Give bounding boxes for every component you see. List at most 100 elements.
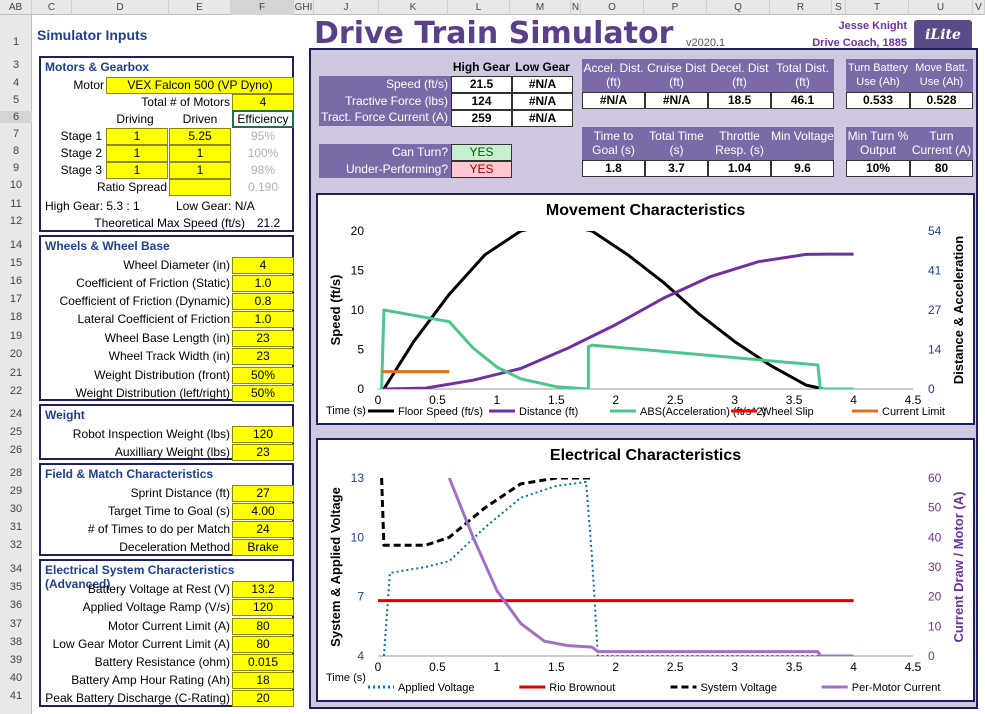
under-performing-value[interactable]: YES (451, 161, 512, 178)
total-dist-value[interactable]: 46.1 (771, 92, 834, 109)
row-12[interactable]: 12 (9, 215, 23, 227)
col-m[interactable]: M (510, 0, 571, 15)
speed-high[interactable]: 21.5 (451, 76, 512, 93)
accel-dist-value[interactable]: #N/A (582, 92, 645, 109)
wheelbase-length-input[interactable]: 23 (232, 330, 294, 347)
efficiency-header[interactable]: Efficiency (232, 110, 294, 128)
col-ab[interactable]: AB (0, 0, 32, 15)
row-20[interactable]: 20 (9, 348, 23, 360)
turn-current-value[interactable]: 80 (910, 160, 973, 177)
force-low[interactable]: #N/A (512, 93, 573, 110)
amp-hour-input[interactable]: 18 (232, 672, 294, 689)
col-e[interactable]: E (169, 0, 231, 15)
col-d[interactable]: D (72, 0, 169, 15)
aux-weight-input[interactable]: 23 (232, 444, 294, 461)
wheel-diameter-input[interactable]: 4 (232, 257, 294, 274)
col-p[interactable]: P (644, 0, 707, 15)
stage-1-efficiency[interactable]: 95% (250, 129, 276, 143)
row-8[interactable]: 8 (12, 145, 20, 157)
stage-2-efficiency[interactable]: 100% (247, 146, 279, 160)
row-29[interactable]: 29 (9, 485, 23, 497)
force-high[interactable]: 124 (451, 93, 512, 110)
stage-1-driving[interactable]: 1 (106, 128, 168, 145)
row-10[interactable]: 10 (9, 179, 23, 191)
row-32[interactable]: 32 (9, 539, 23, 551)
row-4[interactable]: 4 (12, 77, 20, 89)
row-17[interactable]: 17 (9, 293, 23, 305)
row-39[interactable]: 39 (9, 654, 23, 666)
row-15[interactable]: 15 (9, 257, 23, 269)
row-11[interactable]: 11 (10, 198, 22, 210)
lateral-cof-input[interactable]: 1.0 (232, 311, 294, 328)
stage-1-driven[interactable]: 5.25 (169, 128, 231, 145)
voltage-ramp-input[interactable]: 120 (232, 599, 294, 616)
col-o[interactable]: O (581, 0, 644, 15)
row-21[interactable]: 21 (9, 367, 23, 379)
col-j[interactable]: J (314, 0, 379, 15)
current-high[interactable]: 259 (451, 110, 512, 127)
min-voltage-value[interactable]: 9.6 (771, 160, 834, 177)
row-5[interactable]: 5 (12, 94, 20, 106)
times-per-match-input[interactable]: 24 (232, 521, 294, 538)
current-limit-input[interactable]: 80 (232, 618, 294, 635)
row-41[interactable]: 41 (9, 690, 23, 702)
col-q[interactable]: Q (707, 0, 770, 15)
stage-3-driven[interactable]: 1 (169, 162, 231, 179)
decel-method-select[interactable]: Brake (232, 539, 294, 556)
battery-resistance-input[interactable]: 0.015 (232, 654, 294, 671)
battery-voltage-input[interactable]: 13.2 (232, 581, 294, 598)
row-22[interactable]: 22 (9, 385, 23, 397)
col-u[interactable]: U (909, 0, 973, 15)
total-time-value[interactable]: 3.7 (645, 160, 708, 177)
sprint-distance-input[interactable]: 27 (232, 485, 294, 502)
track-width-input[interactable]: 23 (232, 348, 294, 365)
row-40[interactable]: 40 (9, 672, 23, 684)
row-18[interactable]: 18 (9, 311, 23, 323)
row-1[interactable]: 1 (12, 36, 20, 48)
col-s[interactable]: S (832, 0, 846, 15)
col-k[interactable]: K (379, 0, 448, 15)
row-28[interactable]: 28 (9, 467, 23, 479)
total-motors-input[interactable]: 4 (232, 94, 294, 111)
row-35[interactable]: 35 (9, 581, 23, 593)
ratio-spread-input[interactable] (169, 179, 231, 196)
row-26[interactable]: 26 (9, 444, 23, 456)
col-n[interactable]: N (571, 0, 581, 15)
stage-3-driving[interactable]: 1 (106, 162, 168, 179)
time-to-goal-value[interactable]: 1.8 (582, 160, 645, 177)
cof-static-input[interactable]: 1.0 (232, 275, 294, 292)
row-16[interactable]: 16 (9, 275, 23, 287)
row-36[interactable]: 36 (9, 599, 23, 611)
stage-2-driven[interactable]: 1 (169, 145, 231, 162)
stage-3-efficiency[interactable]: 98% (250, 163, 276, 177)
target-time-input[interactable]: 4.00 (232, 503, 294, 520)
throttle-resp-value[interactable]: 1.04 (708, 160, 771, 177)
min-turn-value[interactable]: 10% (846, 160, 910, 177)
cruise-dist-value[interactable]: #N/A (645, 92, 708, 109)
col-v[interactable]: V (973, 0, 985, 15)
c-rating-input[interactable]: 20 (232, 690, 294, 707)
movement-chart[interactable]: Movement Characteristics 0 0.5 1 1.5 2 2.5 3 3.5… (316, 193, 975, 425)
move-battery-value[interactable]: 0.528 (910, 92, 973, 109)
row-19[interactable]: 19 (9, 330, 23, 342)
col-f[interactable]: F (231, 0, 294, 15)
row-31[interactable]: 31 (9, 521, 23, 533)
speed-low[interactable]: #N/A (512, 76, 573, 93)
row-9[interactable]: 9 (12, 162, 20, 174)
row-24[interactable]: 24 (9, 408, 23, 420)
motor-select[interactable]: VEX Falcon 500 (VP Dyno) (106, 77, 294, 94)
col-t[interactable]: T (846, 0, 909, 15)
col-c[interactable]: C (32, 0, 72, 15)
weight-dist-lr-input[interactable]: 50% (232, 385, 294, 402)
turn-battery-value[interactable]: 0.533 (846, 92, 910, 109)
row-38[interactable]: 38 (9, 636, 23, 648)
decel-dist-value[interactable]: 18.5 (708, 92, 771, 109)
row-14[interactable]: 14 (9, 239, 23, 251)
inspection-weight-input[interactable]: 120 (232, 426, 294, 443)
can-turn-value[interactable]: YES (451, 144, 512, 161)
low-gear-limit-input[interactable]: 80 (232, 636, 294, 653)
row-25[interactable]: 25 (9, 426, 23, 438)
row-6[interactable]: 6 (0, 111, 32, 123)
col-r[interactable]: R (770, 0, 832, 15)
row-7[interactable]: 7 (12, 128, 20, 140)
